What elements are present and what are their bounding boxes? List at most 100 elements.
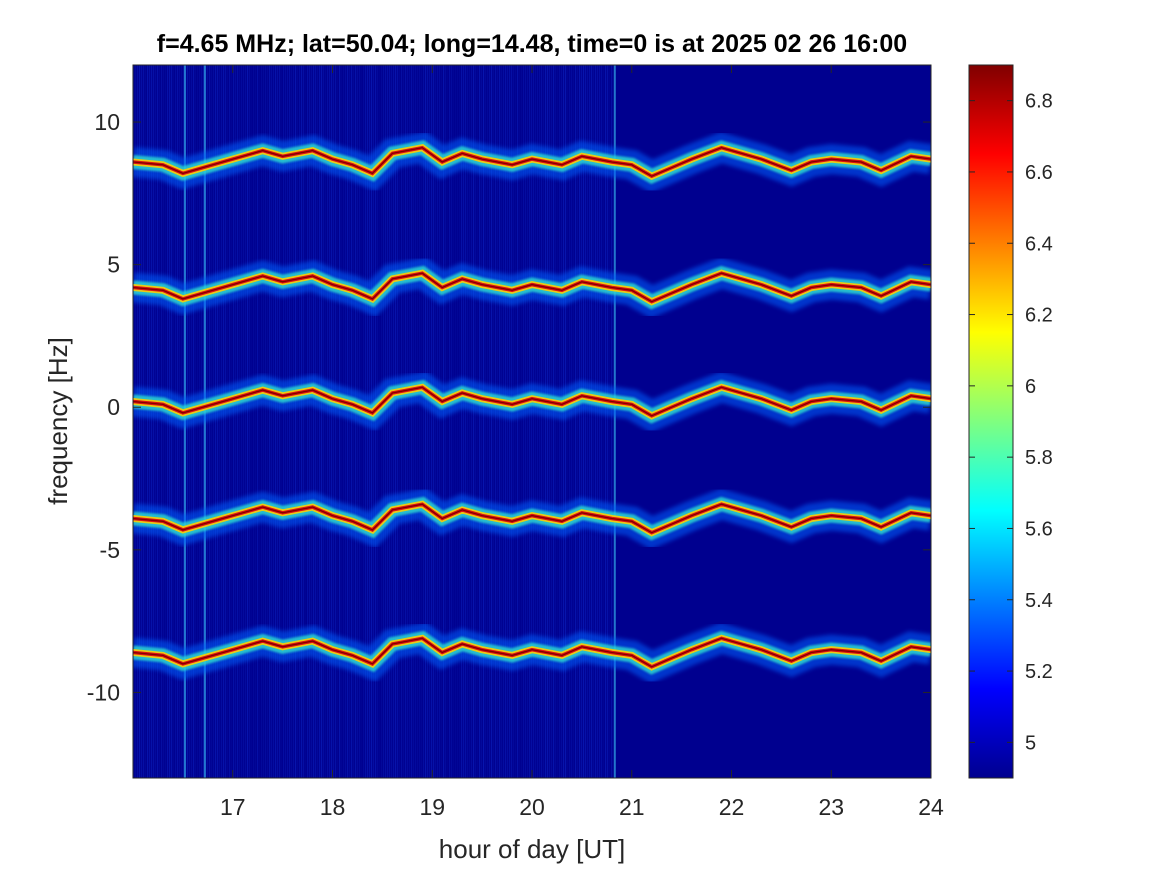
noise-streak xyxy=(219,65,221,778)
noise-streak xyxy=(437,65,439,778)
noise-streak xyxy=(233,65,235,778)
noise-streak xyxy=(345,65,347,778)
noise-streak xyxy=(255,65,257,778)
noise-streak xyxy=(445,65,447,778)
noise-streak xyxy=(515,65,517,778)
noise-streak xyxy=(311,65,313,778)
noise-streak xyxy=(483,65,485,778)
noise-streak xyxy=(511,65,513,778)
noise-streak xyxy=(457,65,459,778)
noise-streak xyxy=(281,65,283,778)
x-axis-ticks: 17 18 19 20 21 22 23 24 xyxy=(220,65,944,820)
noise-streak xyxy=(275,65,277,778)
noise-streak xyxy=(435,65,437,778)
noise-streak xyxy=(391,65,393,778)
noise-streak xyxy=(451,65,453,778)
noise-streak xyxy=(481,65,483,778)
noise-streak xyxy=(209,65,211,778)
noise-streak xyxy=(535,65,537,778)
noise-streak xyxy=(241,65,243,778)
noise-streak xyxy=(287,65,289,778)
noise-streak xyxy=(601,65,603,778)
noise-streak xyxy=(343,65,345,778)
noise-streak xyxy=(593,65,595,778)
noise-streak xyxy=(231,65,233,778)
noise-streak xyxy=(473,65,475,778)
x-axis-label: hour of day [UT] xyxy=(439,834,625,864)
noise-streak xyxy=(439,65,441,778)
noise-streak xyxy=(525,65,527,778)
noise-streak xyxy=(609,65,611,778)
noise-streak xyxy=(215,65,217,778)
noise-streak xyxy=(519,65,521,778)
noise-streak xyxy=(339,65,341,778)
y-tick-label: 5 xyxy=(107,252,120,278)
y-tick-label: -10 xyxy=(87,679,120,705)
noise-streak xyxy=(385,65,387,778)
noise-streak xyxy=(141,65,143,778)
noise-streak xyxy=(527,65,529,778)
noise-streak xyxy=(587,65,589,778)
noise-streak xyxy=(327,65,329,778)
trace-layer xyxy=(133,131,931,684)
plot-area xyxy=(133,65,931,778)
noise-streak xyxy=(335,65,337,778)
noise-streak xyxy=(221,65,223,778)
noise-streak xyxy=(243,65,245,778)
noise-streak xyxy=(429,65,431,778)
colorbar-ticks: 5 5.2 5.4 5.6 5.8 6 6.2 6.4 6.6 6.8 xyxy=(969,91,1053,754)
noise-streak xyxy=(499,65,501,778)
noise-streak xyxy=(477,65,479,778)
noise-streak xyxy=(559,65,561,778)
noise-streak xyxy=(331,65,333,778)
noise-streak xyxy=(471,65,473,778)
noise-streak xyxy=(487,65,489,778)
trace-4 xyxy=(133,488,931,550)
noise-streak xyxy=(495,65,497,778)
noise-streak xyxy=(465,65,467,778)
x-tick-label: 18 xyxy=(320,794,346,820)
noise-streak xyxy=(441,65,443,778)
noise-streak xyxy=(151,65,153,778)
noise-streak xyxy=(569,65,571,778)
noise-streak xyxy=(493,65,495,778)
noise-streak xyxy=(139,65,141,778)
colorbar-tick-label: 6.2 xyxy=(1025,305,1053,327)
noise-streak xyxy=(273,65,275,778)
noise-streak xyxy=(147,65,149,778)
noise-streak xyxy=(447,65,449,778)
noise-streak xyxy=(159,65,161,778)
noise-streak xyxy=(307,65,309,778)
noise-streak xyxy=(223,65,225,778)
noise-streak xyxy=(503,65,505,778)
noise-streak xyxy=(591,65,593,778)
noise-streak xyxy=(463,65,465,778)
noise-streak xyxy=(431,65,433,778)
noise-streak xyxy=(567,65,569,778)
noise-streak xyxy=(603,65,605,778)
noise-streak xyxy=(135,65,137,778)
y-tick-label: 0 xyxy=(107,394,120,420)
noise-streak xyxy=(529,65,531,778)
x-tick-label: 24 xyxy=(918,794,944,820)
noise-streak xyxy=(453,65,455,778)
chart-title: f=4.65 MHz; lat=50.04; long=14.48, time=… xyxy=(157,30,907,58)
noise-streak xyxy=(239,65,241,778)
noise-streak xyxy=(549,65,551,778)
x-tick-label: 20 xyxy=(519,794,545,820)
noise-streak xyxy=(497,65,499,778)
trace-5 xyxy=(133,622,931,684)
noise-streak xyxy=(413,65,415,778)
noise-streak xyxy=(607,65,609,778)
noise-streak xyxy=(351,65,353,778)
noise-streak xyxy=(611,65,613,778)
noise-streak xyxy=(295,65,297,778)
noise-streak xyxy=(565,65,567,778)
colorbar-tick-label: 5.8 xyxy=(1025,447,1053,469)
noise-streak xyxy=(251,65,253,778)
trace-center xyxy=(133,503,931,534)
noise-streak xyxy=(475,65,477,778)
noise-streak xyxy=(573,65,575,778)
noise-streak xyxy=(315,65,317,778)
